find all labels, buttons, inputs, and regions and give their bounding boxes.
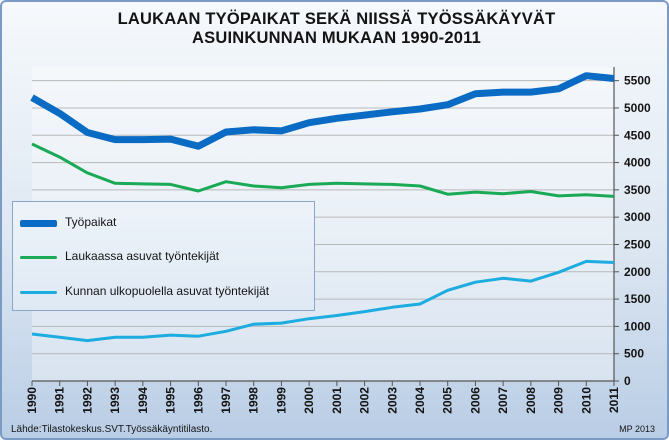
legend-swatch-laukaassa-asuvat <box>20 256 57 259</box>
legend-label-kunnan-ulkopuolella: Kunnan ulkopuolella asuvat työntekijät <box>65 284 269 298</box>
x-tick-label-2000: 2000 <box>302 387 316 414</box>
x-tick-label-1993: 1993 <box>108 387 122 414</box>
x-tick-label-2011: 2011 <box>607 387 621 413</box>
legend-item-laukaassa-asuvat: Laukaassa asuvat työntekijät <box>13 247 314 267</box>
x-tick-label-1992: 1992 <box>80 387 94 414</box>
legend-label-tyopaikat: Työpaikat <box>65 215 116 229</box>
y-tick-label-500: 500 <box>624 347 644 361</box>
source-note: Lähde:Tilastokeskus.SVT.Työssäkäyntitila… <box>11 424 212 435</box>
y-tick-label-1000: 1000 <box>624 319 651 333</box>
x-tick-label-2003: 2003 <box>385 387 399 414</box>
y-tick-label-5000: 5000 <box>624 101 651 115</box>
y-tick-label-3000: 3000 <box>624 210 651 224</box>
x-tick-label-2006: 2006 <box>468 387 482 414</box>
x-tick-label-1997: 1997 <box>219 387 233 414</box>
y-tick-label-3500: 3500 <box>624 183 651 197</box>
x-tick-label-1999: 1999 <box>274 387 288 414</box>
y-tick-label-0: 0 <box>624 374 631 388</box>
y-tick-label-1500: 1500 <box>624 292 651 306</box>
legend-item-kunnan-ulkopuolella: Kunnan ulkopuolella asuvat työntekijät <box>13 282 314 302</box>
y-tick-labels: 0 500 1000 1500 2000 2500 3000 3500 4000 4500 5000… <box>624 74 651 388</box>
x-tick-label-2009: 2009 <box>552 387 566 414</box>
legend-swatch-kunnan-ulkopuolella <box>20 291 57 294</box>
y-tick-label-2000: 2000 <box>624 265 651 279</box>
x-tick-label-1998: 1998 <box>247 387 261 414</box>
legend-swatch-tyopaikat <box>20 220 57 227</box>
chart-legend: Työpaikat Laukaassa asuvat työntekijät K… <box>12 201 315 311</box>
author-credit: MP 2013 <box>619 424 655 434</box>
x-tick-label-2010: 2010 <box>579 387 593 414</box>
x-tick-label-1991: 1991 <box>53 387 67 414</box>
x-tick-label-1995: 1995 <box>164 387 178 414</box>
x-tick-label-2007: 2007 <box>496 387 510 414</box>
x-tick-label-2008: 2008 <box>524 387 538 414</box>
y-tick-label-2500: 2500 <box>624 237 651 251</box>
x-tick-label-1990: 1990 <box>25 387 39 414</box>
y-tick-label-5500: 5500 <box>624 74 651 88</box>
y-tick-label-4500: 4500 <box>624 128 651 142</box>
x-tick-label-1996: 1996 <box>191 387 205 414</box>
x-tick-label-1994: 1994 <box>136 387 150 414</box>
x-tick-label-2004: 2004 <box>413 387 427 414</box>
legend-label-laukaassa-asuvat: Laukaassa asuvat työntekijät <box>65 249 219 263</box>
x-tick-label-2005: 2005 <box>441 387 455 414</box>
y-tick-label-4000: 4000 <box>624 156 651 170</box>
legend-item-tyopaikat: Työpaikat <box>13 213 314 233</box>
x-tick-label-2001: 2001 <box>330 387 344 414</box>
x-tick-label-2002: 2002 <box>358 387 372 414</box>
x-tick-labels: 1990 1991 1992 1993 1994 1995 1996 1997 1998 1999… <box>25 387 621 414</box>
